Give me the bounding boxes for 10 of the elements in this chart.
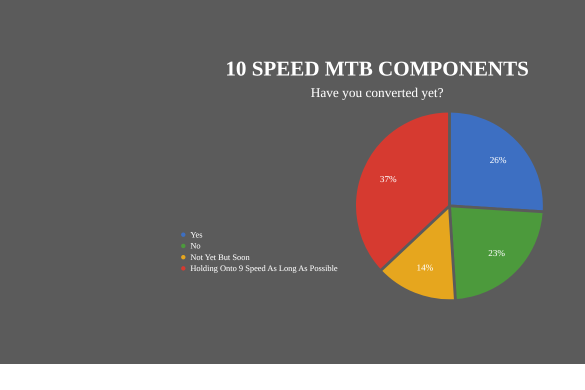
legend-label: Yes [190, 229, 203, 240]
data-label: 37% [380, 174, 397, 184]
data-label: 26% [490, 155, 507, 166]
data-label: 14% [416, 262, 434, 273]
legend-label: No [190, 240, 201, 251]
chart-subtitle: Have you converted yet? [310, 85, 444, 100]
data-label: 23% [488, 248, 506, 258]
legend-label: Not Yet But Soon [190, 252, 250, 262]
legend-label: Holding Onto 9 Speed As Long As Possible [190, 263, 338, 274]
chart-title: 10 SPEED MTB COMPONENTS [225, 56, 529, 80]
